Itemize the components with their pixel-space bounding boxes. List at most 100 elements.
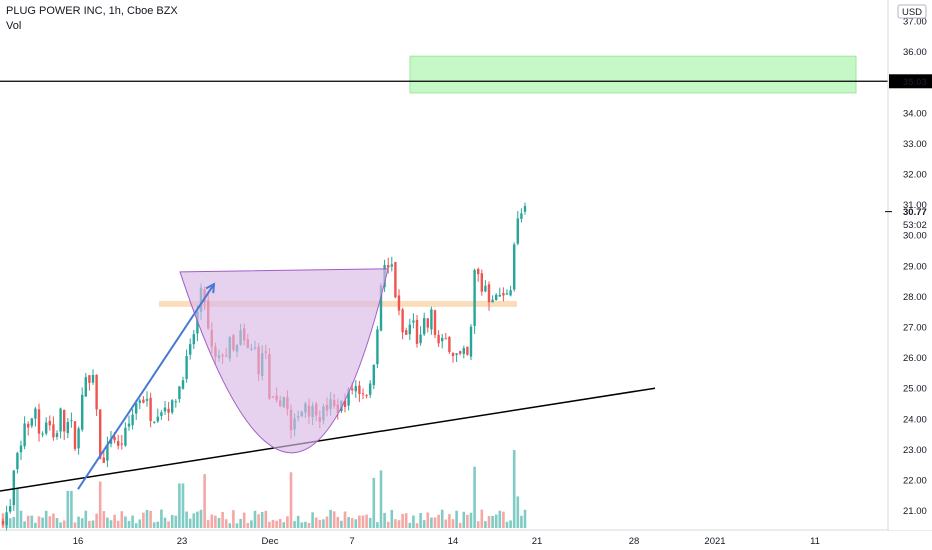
candle-body (9, 506, 12, 512)
volume-bar (512, 450, 516, 528)
volume-bars (1, 450, 527, 528)
volume-bar (34, 522, 37, 528)
cup-pattern-drawing[interactable] (179, 268, 389, 454)
candle-body (444, 338, 447, 340)
date-tick-label: 28 (629, 536, 640, 547)
candle-body (509, 290, 512, 296)
trend-arrow-head (205, 282, 216, 294)
volume-bar (304, 521, 307, 528)
candle-body (91, 375, 95, 383)
candle-body (365, 395, 368, 397)
candle-body (433, 310, 437, 335)
candle-body (189, 344, 192, 355)
volume-bar (217, 517, 221, 528)
volume-bar (354, 519, 358, 528)
volume-bar (455, 510, 458, 528)
volume-bar (311, 512, 314, 528)
volume-bar (181, 483, 185, 528)
volume-bar (484, 521, 487, 528)
rising-trendline[interactable] (0, 387, 656, 492)
candle-body (473, 269, 476, 327)
date-axis-bg (0, 531, 888, 550)
candle-body (451, 353, 455, 357)
candle-body (171, 400, 174, 413)
volume-bar (329, 509, 332, 528)
price-axis-bg (889, 0, 932, 530)
candle-body (167, 408, 170, 413)
price-tick-label: 29.00 (903, 261, 927, 272)
volume-bar (476, 521, 480, 528)
date-axis[interactable]: 16 23 Dec 7 14 21 28 2021 11 (73, 536, 820, 547)
candle-body (387, 265, 390, 268)
level-price-box (889, 74, 932, 89)
candle-body (5, 512, 8, 525)
volume-bar (113, 514, 116, 528)
candle-body (419, 334, 422, 344)
candle-body (138, 400, 141, 403)
volume-bar (149, 510, 152, 528)
volume-bar (145, 510, 149, 528)
volume-bar (66, 490, 70, 528)
candle-body (487, 284, 491, 303)
volume-bar (116, 520, 120, 528)
currency-label: USD (902, 7, 922, 18)
volume-bar (394, 519, 397, 528)
volume-bar (152, 522, 156, 528)
candle-body (55, 433, 59, 437)
volume-bar (408, 522, 412, 528)
volume-bar (214, 515, 217, 528)
candle-body (423, 318, 426, 335)
candle-body (520, 213, 523, 219)
volume-bar (41, 517, 44, 528)
candle-body (484, 285, 487, 292)
candle-body (178, 386, 181, 400)
volume-bar (84, 510, 88, 528)
candle-body (88, 375, 91, 383)
target-zone[interactable] (409, 55, 857, 94)
volume-bar (278, 518, 282, 528)
volume-bar (300, 522, 304, 528)
volume-bar (62, 520, 66, 528)
volume-bar (412, 515, 415, 528)
volume-bar (494, 514, 498, 528)
volume-bar (325, 516, 329, 528)
candle-body (19, 445, 23, 453)
price-tick-label: 22.00 (903, 476, 927, 487)
volume-indicator-label[interactable]: Vol (6, 20, 22, 32)
candle-body (361, 393, 365, 395)
candle-body (73, 421, 77, 449)
volume-bar (271, 519, 275, 528)
volume-bar (127, 520, 131, 528)
price-tick-label: 23.00 (903, 445, 927, 456)
candle-body (351, 388, 354, 391)
volume-bar (487, 515, 491, 528)
currency-badge[interactable] (897, 4, 927, 19)
price-tick-label: 31.00 (903, 200, 927, 211)
candle-body (120, 443, 123, 445)
volume-bar (80, 518, 84, 528)
candle-body (390, 264, 393, 267)
volume-bar (59, 522, 62, 528)
volume-bar (199, 509, 203, 528)
volume-bar (502, 511, 505, 528)
candle-body (181, 380, 185, 389)
volume-bar (340, 520, 343, 528)
volume-bar (142, 512, 145, 528)
drawings-layer[interactable] (0, 268, 656, 492)
volume-bar (426, 512, 430, 528)
candle-body (415, 319, 419, 344)
candle-body (145, 399, 149, 401)
trend-arrow[interactable] (77, 283, 215, 490)
chart-title: PLUG POWER INC, 1h, Cboe BZX (6, 5, 178, 17)
volume-bar (192, 513, 196, 528)
candle-body (379, 285, 383, 331)
volume-bar (296, 515, 300, 528)
candle-body (401, 309, 404, 333)
candle-body (372, 364, 375, 386)
volume-bar (343, 511, 347, 528)
volume-bar (178, 483, 181, 528)
volume-bar (368, 517, 372, 528)
candle-body (408, 324, 411, 335)
candle-body (174, 401, 177, 403)
